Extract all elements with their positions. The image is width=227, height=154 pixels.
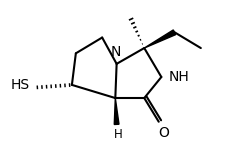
Text: H: H xyxy=(113,128,122,141)
Text: NH: NH xyxy=(168,70,189,84)
Text: O: O xyxy=(157,126,168,140)
Polygon shape xyxy=(144,30,175,48)
Text: HS: HS xyxy=(11,78,30,92)
Text: N: N xyxy=(110,45,120,59)
Polygon shape xyxy=(114,98,118,124)
